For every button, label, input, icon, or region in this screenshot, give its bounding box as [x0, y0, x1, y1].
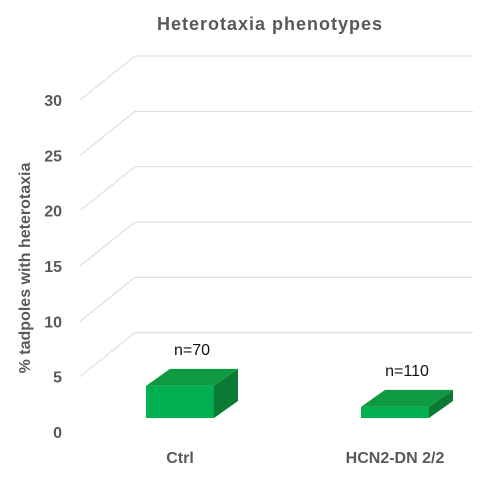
- y-tick-label: 0: [53, 425, 62, 442]
- y-axis-label: % tadpoles with heterotaxia: [17, 163, 34, 374]
- y-tick-label: 30: [44, 93, 62, 110]
- y-tick-label: 10: [44, 314, 62, 331]
- chart-title: Heterotaxia phenotypes: [157, 14, 383, 34]
- x-category-label: Ctrl: [166, 450, 194, 467]
- y-tick-label: 25: [44, 148, 62, 165]
- y-tick-label: 15: [44, 259, 62, 276]
- data-label: n=110: [385, 363, 429, 380]
- gridline: [79, 276, 473, 322]
- data-labels: n=70 n=110: [174, 342, 429, 380]
- data-label: n=70: [174, 342, 210, 359]
- bars: [146, 368, 453, 418]
- y-ticks: 0 5 10 15 20 25 30: [44, 93, 62, 442]
- bar: [361, 406, 429, 418]
- gridline: [79, 110, 473, 156]
- bar-side: [214, 368, 238, 418]
- x-category-label: HCN2-DN 2/2: [346, 450, 445, 467]
- y-tick-label: 20: [44, 204, 62, 221]
- bar-side: [429, 389, 453, 418]
- gridline: [79, 166, 473, 212]
- gridline: [79, 221, 473, 267]
- x-categories: Ctrl HCN2-DN 2/2: [166, 450, 444, 467]
- gridline: [79, 332, 473, 378]
- bar-top: [146, 368, 238, 386]
- bar: [146, 385, 214, 418]
- gridline: [79, 55, 473, 101]
- y-tick-label: 5: [53, 370, 62, 387]
- bar-top: [361, 389, 453, 407]
- gridlines: [79, 55, 473, 378]
